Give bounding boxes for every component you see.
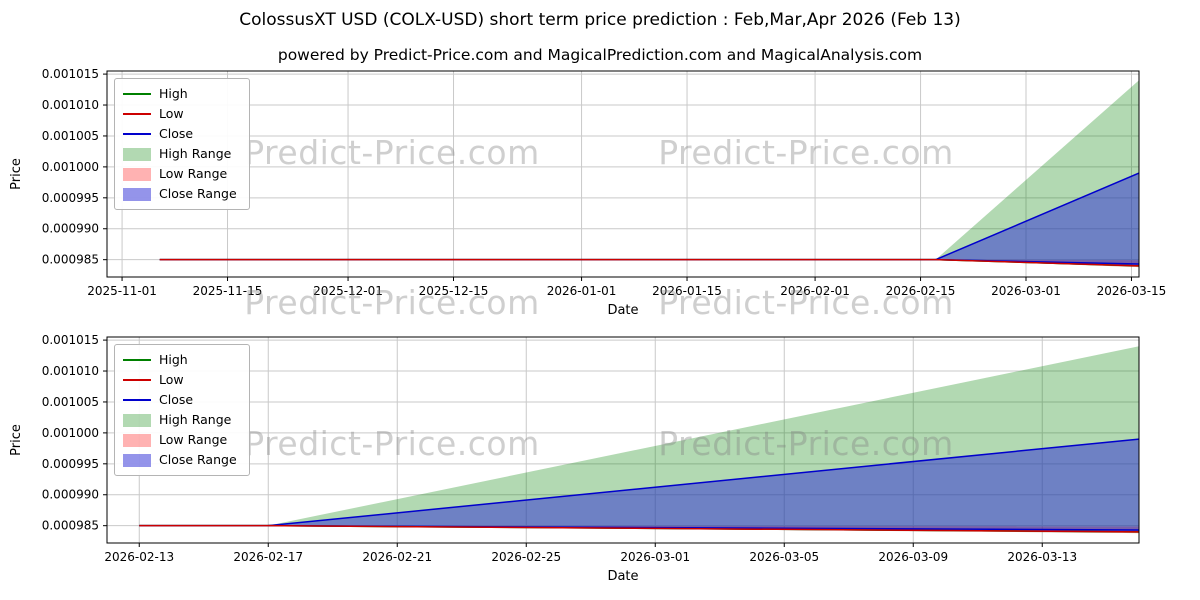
legend-swatch-close-range xyxy=(123,187,151,201)
legend-swatch-close-range xyxy=(123,453,151,467)
legend-label: Low xyxy=(159,106,184,121)
svg-text:2025-11-15: 2025-11-15 xyxy=(193,284,263,298)
legend-row: Close Range xyxy=(123,450,237,470)
svg-text:2026-02-21: 2026-02-21 xyxy=(362,550,432,564)
top-chart-full-history: 2025-11-01 2025-11-15 2025-12-01 2025-12-15… xyxy=(9,67,1167,318)
legend-swatch-high-range xyxy=(123,413,151,427)
svg-text:0.000995: 0.000995 xyxy=(42,457,99,471)
svg-text:2026-03-05: 2026-03-05 xyxy=(749,550,819,564)
svg-text:2026-01-01: 2026-01-01 xyxy=(547,284,617,298)
svg-text:0.001010: 0.001010 xyxy=(42,364,99,378)
svg-text:0.000985: 0.000985 xyxy=(42,253,99,267)
svg-text:0.001000: 0.001000 xyxy=(42,426,99,440)
svg-text:0.001010: 0.001010 xyxy=(42,98,99,112)
svg-text:2025-12-15: 2025-12-15 xyxy=(419,284,489,298)
svg-text:Date: Date xyxy=(607,569,638,584)
svg-text:Price: Price xyxy=(9,158,24,190)
legend-swatch-high-range xyxy=(123,147,151,161)
legend-label: High Range xyxy=(159,412,232,427)
svg-text:0.000985: 0.000985 xyxy=(42,519,99,533)
svg-text:2026-03-01: 2026-03-01 xyxy=(991,284,1061,298)
legend-label: Close Range xyxy=(159,186,237,201)
svg-text:Price: Price xyxy=(9,424,24,456)
legend-swatch-high xyxy=(123,358,151,362)
legend-row: Close xyxy=(123,390,237,410)
legend-row: Low xyxy=(123,370,237,390)
legend-label: High Range xyxy=(159,146,232,161)
svg-text:2026-01-15: 2026-01-15 xyxy=(652,284,722,298)
svg-text:0.000995: 0.000995 xyxy=(42,191,99,205)
svg-text:Date: Date xyxy=(607,303,638,318)
legend-swatch-low xyxy=(123,378,151,382)
svg-text:2026-02-15: 2026-02-15 xyxy=(886,284,956,298)
legend-label: High xyxy=(159,352,188,367)
svg-text:0.001000: 0.001000 xyxy=(42,160,99,174)
legend-label: Close xyxy=(159,126,194,141)
legend-label: Low Range xyxy=(159,432,228,447)
legend-row: Low Range xyxy=(123,430,237,450)
svg-text:0.001015: 0.001015 xyxy=(42,67,99,81)
svg-text:2026-02-01: 2026-02-01 xyxy=(780,284,850,298)
svg-text:2026-03-13: 2026-03-13 xyxy=(1007,550,1077,564)
legend-row: Close xyxy=(123,124,237,144)
legend-row: Close Range xyxy=(123,184,237,204)
legend-label: Low xyxy=(159,372,184,387)
legend-swatch-low xyxy=(123,112,151,116)
svg-text:0.000990: 0.000990 xyxy=(42,488,99,502)
legend-label: Low Range xyxy=(159,166,228,181)
legend-swatch-low-range xyxy=(123,167,151,181)
svg-text:0.001015: 0.001015 xyxy=(42,333,99,347)
legend-bottom-chart: High Low Close High Range Low Range Close Ran… xyxy=(114,344,250,476)
legend-row: High Range xyxy=(123,410,237,430)
svg-text:2026-03-01: 2026-03-01 xyxy=(620,550,690,564)
legend-row: Low xyxy=(123,104,237,124)
bottom-chart-prediction-detail: 2026-02-13 2026-02-17 2026-02-21 2026-02-25… xyxy=(9,333,1140,584)
legend-row: High xyxy=(123,84,237,104)
legend-swatch-high xyxy=(123,92,151,96)
svg-text:0.001005: 0.001005 xyxy=(42,395,99,409)
legend-swatch-close xyxy=(123,398,151,402)
legend-row: Low Range xyxy=(123,164,237,184)
svg-text:2025-12-01: 2025-12-01 xyxy=(313,284,383,298)
figure-subtitle: powered by Predict-Price.com and Magical… xyxy=(277,46,923,64)
svg-text:2026-02-25: 2026-02-25 xyxy=(491,550,561,564)
legend-label: Close Range xyxy=(159,452,237,467)
svg-text:2026-02-17: 2026-02-17 xyxy=(233,550,303,564)
legend-row: High xyxy=(123,350,237,370)
legend-row: High Range xyxy=(123,144,237,164)
legend-swatch-close xyxy=(123,132,151,136)
svg-text:2025-11-01: 2025-11-01 xyxy=(87,284,157,298)
figure-title: ColossusXT USD (COLX-USD) short term pri… xyxy=(239,10,961,30)
legend-swatch-low-range xyxy=(123,433,151,447)
svg-text:0.001005: 0.001005 xyxy=(42,129,99,143)
legend-label: Close xyxy=(159,392,194,407)
svg-text:0.000990: 0.000990 xyxy=(42,222,99,236)
legend-top-chart: High Low Close High Range Low Range Close Ran… xyxy=(114,78,250,210)
svg-text:2026-03-15: 2026-03-15 xyxy=(1097,284,1167,298)
svg-text:2026-02-13: 2026-02-13 xyxy=(104,550,174,564)
legend-label: High xyxy=(159,86,188,101)
svg-text:2026-03-09: 2026-03-09 xyxy=(878,550,948,564)
